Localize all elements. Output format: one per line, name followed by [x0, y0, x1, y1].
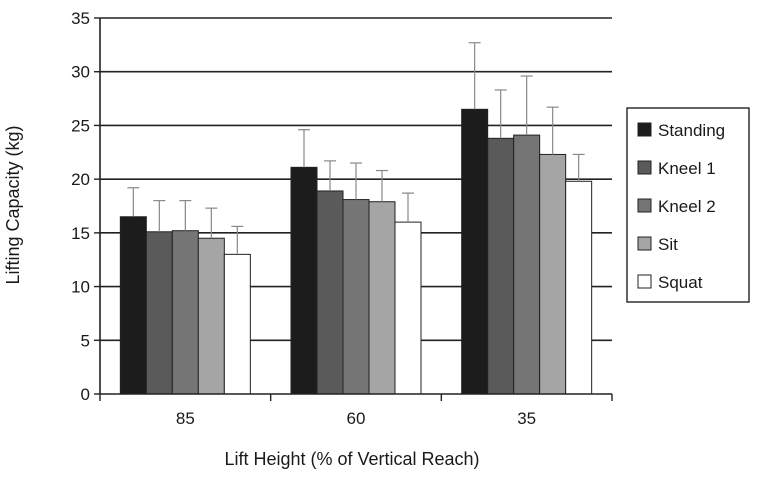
- x-axis-title: Lift Height (% of Vertical Reach): [224, 449, 479, 469]
- axes: [94, 17, 613, 401]
- bar-standing-35: [461, 108, 489, 395]
- bar-sit-60: [368, 201, 396, 395]
- legend-swatch: [637, 160, 652, 175]
- legend-swatch: [637, 236, 652, 251]
- legend-swatch: [637, 198, 652, 213]
- legend-item-label: Kneel 1: [658, 159, 716, 178]
- bar-kneel-2-60: [342, 199, 370, 395]
- bar-kneel-2-85: [171, 230, 199, 395]
- bar-sit-85: [197, 237, 225, 395]
- bar-kneel-1-35: [487, 137, 515, 395]
- y-tick-label: 15: [71, 224, 90, 243]
- bar-standing-60: [290, 166, 318, 395]
- bars: [119, 108, 593, 395]
- bar-squat-85: [223, 253, 251, 395]
- legend-item-label: Standing: [658, 121, 725, 140]
- y-tick-label: 10: [71, 278, 90, 297]
- y-axis-title: Lifting Capacity (kg): [3, 125, 23, 284]
- bar-squat-35: [565, 180, 593, 395]
- y-tick-label: 25: [71, 116, 90, 135]
- y-tick-label: 0: [81, 385, 90, 404]
- bar-kneel-2-35: [513, 134, 541, 395]
- tick-labels: 0 5 10 15 20 25 30 35 85 60 35: [71, 9, 536, 428]
- y-tick-label: 5: [81, 331, 90, 350]
- y-tick-label: 30: [71, 63, 90, 82]
- legend-item-label: Kneel 2: [658, 197, 716, 216]
- legend-item-label: Squat: [658, 273, 703, 292]
- x-tick-label: 35: [517, 409, 536, 428]
- legend-swatch: [637, 122, 652, 137]
- bar-kneel-1-60: [316, 190, 344, 395]
- bar-standing-85: [119, 216, 147, 395]
- bar-kneel-1-85: [145, 231, 173, 395]
- error-bars: [127, 42, 585, 255]
- legend: Standing Kneel 1 Kneel 2 Sit Squat: [626, 107, 750, 303]
- y-tick-label: 35: [71, 9, 90, 28]
- bar-squat-60: [394, 221, 422, 395]
- legend-item-label: Sit: [658, 235, 678, 254]
- bar-sit-35: [539, 153, 567, 395]
- y-tick-label: 20: [71, 170, 90, 189]
- x-tick-label: 60: [347, 409, 366, 428]
- legend-swatch: [637, 274, 652, 289]
- x-tick-label: 85: [176, 409, 195, 428]
